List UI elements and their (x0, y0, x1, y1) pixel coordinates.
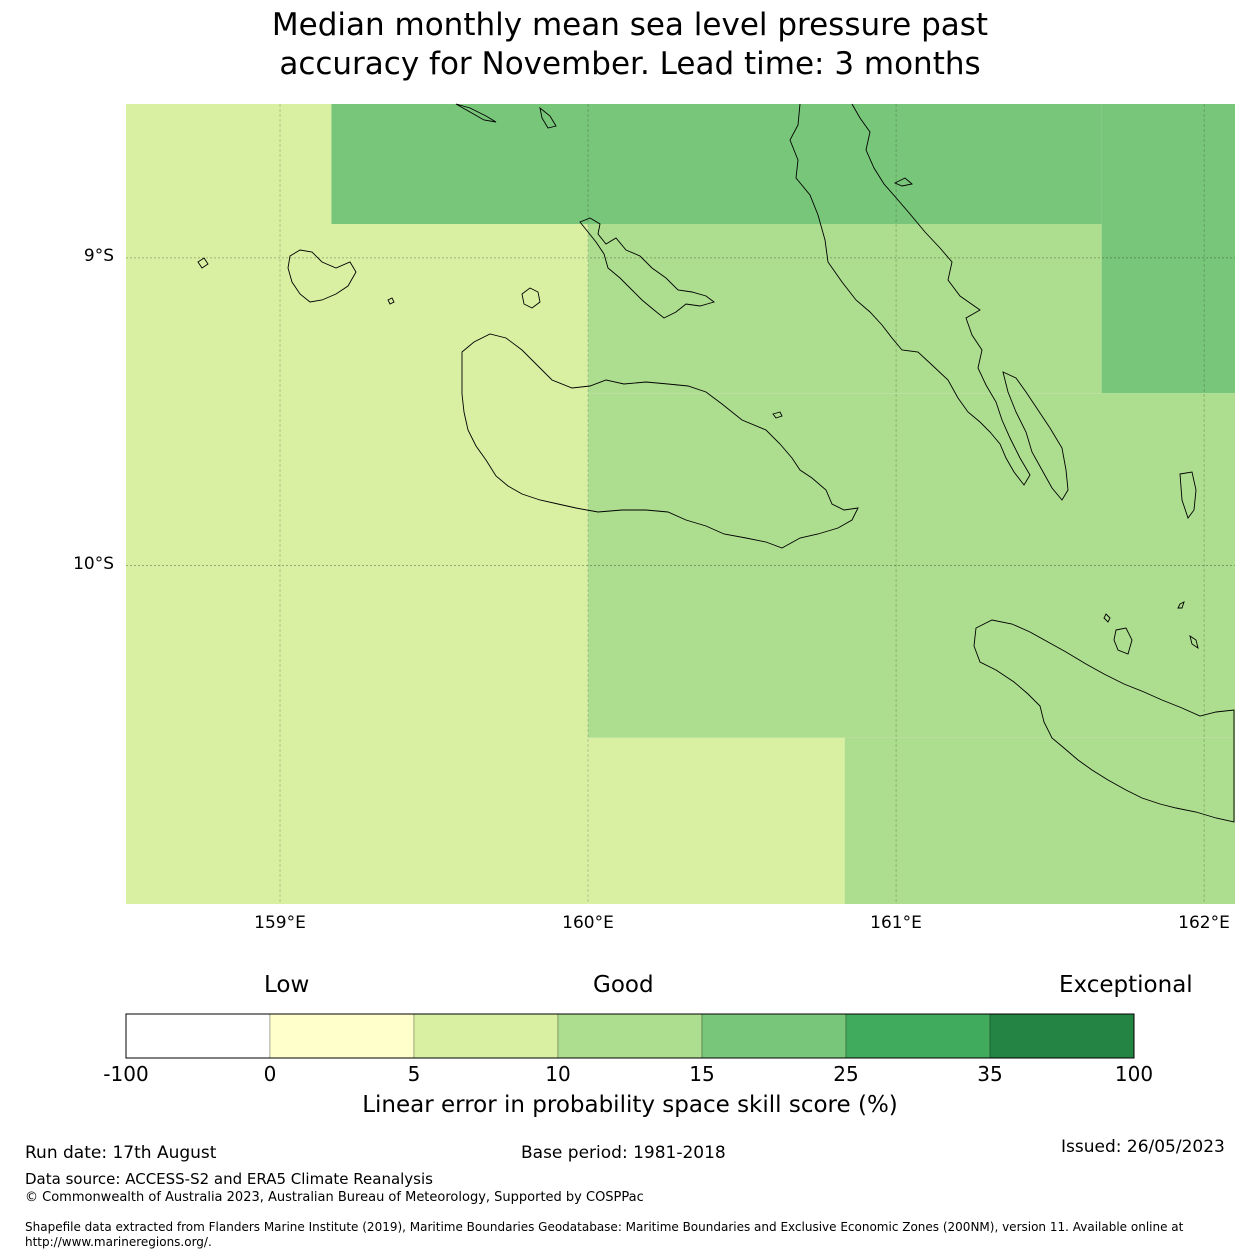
colorbar-tick: 35 (977, 1062, 1003, 1086)
colorbar-bin (125, 1013, 271, 1059)
coastline-makira (973, 619, 1235, 823)
colorbar-tick: 10 (545, 1062, 571, 1086)
coastline-russell-islands (287, 249, 357, 303)
lon-label-159e: 159°E (254, 913, 306, 933)
colorbar-word-exceptional: Exceptional (1059, 972, 1193, 998)
coastline-islet-e (387, 297, 395, 305)
skill-cell (588, 393, 1235, 738)
colorbar-bin (413, 1013, 559, 1059)
run-date: Run date: 17th August (25, 1143, 217, 1163)
coastlines (197, 103, 1235, 823)
coastline-islet-k (1189, 634, 1199, 650)
issued-date: Issued: 26/05/2023 (1061, 1137, 1225, 1157)
colorbar-label: Linear error in probability space skill … (362, 1092, 898, 1118)
colorbar-bin (701, 1013, 847, 1059)
skill-cell (331, 104, 1102, 224)
colorbar-bin (557, 1013, 703, 1059)
title-line-1: Median monthly mean sea level pressure p… (271, 7, 989, 43)
coastline-island-east-santa-isabel (1002, 371, 1069, 501)
data-source: Data source: ACCESS-S2 and ERA5 Climate … (25, 1170, 433, 1188)
coastline-florida-islands (579, 217, 715, 319)
lon-label-160e: 160°E (562, 913, 614, 933)
skill-cell (126, 104, 332, 904)
colorbar-tick: -100 (103, 1062, 149, 1086)
coastline-islet-top-b (539, 106, 557, 129)
coastline-islet-b (893, 177, 913, 187)
coastline-islet-top-a (455, 103, 497, 123)
skill-cell (331, 224, 589, 904)
colorbar-word-good: Good (593, 972, 654, 998)
graticule (126, 104, 1235, 904)
coastline-santa-isabel (789, 103, 1031, 486)
skill-cell (844, 737, 1235, 904)
lon-label-162e: 162°E (1178, 913, 1230, 933)
coastline-islet-d (521, 287, 541, 309)
skill-cells (126, 104, 1235, 904)
colorbar-tick: 5 (407, 1062, 421, 1086)
skill-cell (588, 224, 1102, 394)
colorbar-tick: 15 (689, 1062, 715, 1086)
colorbar-word-low: Low (264, 972, 310, 998)
coastline-guadalcanal (461, 333, 859, 549)
colorbar-tick: 25 (833, 1062, 859, 1086)
coastline-islet-c (197, 257, 209, 269)
shapefile-credit: Shapefile data extracted from Flanders M… (25, 1220, 1184, 1249)
coastline-islet-h (1103, 613, 1111, 623)
coastline-islet-j (1177, 601, 1185, 609)
coastline-islet-f (772, 411, 783, 419)
colorbar-frame (125, 1013, 1135, 1059)
lon-label-161e: 161°E (870, 913, 922, 933)
coastline-islet-g (1113, 627, 1133, 655)
map-title: Median monthly mean sea level pressure p… (0, 6, 1260, 84)
colorbar-bin (845, 1013, 991, 1059)
copyright: © Commonwealth of Australia 2023, Austra… (25, 1190, 644, 1205)
base-period: Base period: 1981-2018 (521, 1143, 726, 1163)
colorbar-tick: 0 (263, 1062, 277, 1086)
coastline-islet-i (1179, 471, 1197, 519)
colorbar-bin (989, 1013, 1135, 1059)
colorbar-tick: 100 (1114, 1062, 1154, 1086)
colorbar-bin (269, 1013, 415, 1059)
lat-label-10s: 10°S (73, 554, 114, 574)
skill-cell (1101, 104, 1235, 394)
skill-cell (588, 737, 845, 904)
lat-label-9s: 9°S (83, 246, 114, 266)
title-line-2: accuracy for November. Lead time: 3 mont… (279, 46, 981, 82)
